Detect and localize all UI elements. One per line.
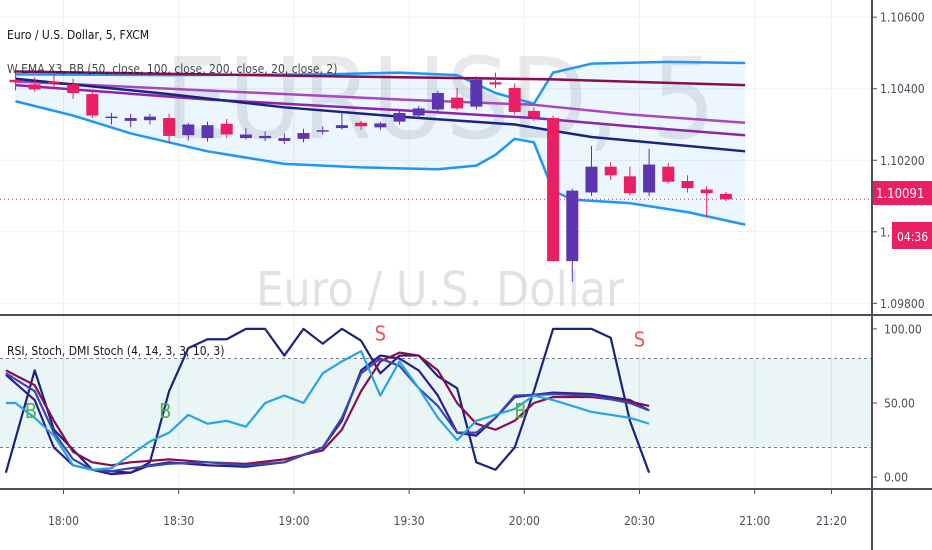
candle-body xyxy=(431,93,444,110)
oscillator-tick-label: 50.00 xyxy=(884,397,915,411)
candle-body xyxy=(527,110,540,118)
time-tick-label: 18:00 xyxy=(48,514,79,528)
candle-body xyxy=(28,84,41,90)
candle-body xyxy=(393,113,406,122)
candle-body xyxy=(355,122,368,127)
candle-body xyxy=(470,79,483,107)
name-watermark: Euro / U.S. Dollar xyxy=(256,262,624,318)
oscillator-axis: 100.00 50.00 0.00 xyxy=(872,322,922,485)
signal-S: S xyxy=(375,322,386,346)
bar-countdown: 04:36 xyxy=(897,230,928,244)
indicator-legend: W EMA X3, BB (50, close, 100, close, 200… xyxy=(7,62,337,76)
bb-fill xyxy=(15,61,746,225)
candle-body xyxy=(451,97,464,109)
time-tick-label: 18:30 xyxy=(163,514,194,528)
main-legend: Euro / U.S. Dollar, 5, FXCM xyxy=(7,28,149,42)
candle-body xyxy=(297,133,310,139)
signal-B: B xyxy=(514,399,526,423)
candle-body xyxy=(163,118,176,136)
oscillator-lines xyxy=(4,327,651,476)
time-tick-label: 20:00 xyxy=(509,514,540,528)
candle-body xyxy=(86,94,99,116)
time-axis: 18:00 18:30 19:00 19:30 20:00 20:30 21:00 21:20 xyxy=(48,489,847,528)
candle-body xyxy=(124,118,137,121)
signal-markers: B B S B S xyxy=(25,322,646,423)
time-tick-label: 21:20 xyxy=(816,514,847,528)
candle-body xyxy=(566,190,579,262)
last-price-badge: 1.10091 xyxy=(873,181,932,205)
candle-body xyxy=(316,130,329,132)
time-tick-label: 19:30 xyxy=(394,514,425,528)
price-tick-label: 1.10200 xyxy=(880,154,925,168)
candle-body xyxy=(623,176,636,194)
price-candles xyxy=(9,71,732,282)
candle-body xyxy=(681,181,694,189)
candle-body xyxy=(182,124,195,136)
candle-body xyxy=(662,166,675,182)
signal-S: S xyxy=(634,328,645,352)
candle-body xyxy=(47,81,60,84)
oscillator-line-0 xyxy=(4,327,651,474)
candle-body xyxy=(201,125,214,139)
price-tick-label: 1.09800 xyxy=(880,297,925,311)
oscillator-legend: RSI, Stoch, DMI Stoch (4, 14, 3, 3, 10, … xyxy=(7,344,225,358)
candle-body xyxy=(412,108,425,116)
last-price-label: 1.10091 xyxy=(876,187,924,202)
time-tick-label: 20:30 xyxy=(624,514,655,528)
candle-body xyxy=(585,166,598,193)
signal-B: B xyxy=(159,399,171,423)
candle-body xyxy=(239,134,252,139)
price-tick-label: 1.10600 xyxy=(880,11,925,25)
candle-body xyxy=(547,118,560,262)
candle-body xyxy=(105,116,118,119)
oscillator-tick-label: 0.00 xyxy=(884,471,908,485)
bollinger-band-fill xyxy=(15,61,746,225)
candle-body xyxy=(604,166,617,176)
candle-body xyxy=(374,123,387,128)
signal-B: B xyxy=(25,399,37,423)
ema_purple_2-line xyxy=(15,80,746,124)
candle-body xyxy=(643,164,656,193)
candle-body xyxy=(489,82,502,85)
candle-body xyxy=(335,125,348,129)
candle-body xyxy=(719,193,732,200)
oscillator-line-2 xyxy=(5,351,650,467)
candle-body xyxy=(278,138,291,141)
candle-body xyxy=(9,79,22,83)
ema_purple_1-line xyxy=(15,83,746,137)
candle-body xyxy=(67,84,80,94)
oscillator-tick-label: 100.00 xyxy=(884,322,922,336)
time-tick-label: 21:00 xyxy=(739,514,770,528)
candle-body xyxy=(259,135,272,139)
candle-body xyxy=(508,87,521,112)
candle-body xyxy=(143,116,156,121)
countdown-badge: 04:36 xyxy=(892,222,932,249)
last-price-badge-bg xyxy=(873,181,932,205)
ema_maroon-line xyxy=(15,70,746,87)
time-tick-label: 19:00 xyxy=(278,514,309,528)
candle-body xyxy=(220,123,233,135)
price-tick-label: 1.10400 xyxy=(880,82,925,96)
countdown-badge-bg xyxy=(892,222,932,249)
candle-body xyxy=(700,189,713,194)
oscillator-line-4 xyxy=(5,350,650,471)
